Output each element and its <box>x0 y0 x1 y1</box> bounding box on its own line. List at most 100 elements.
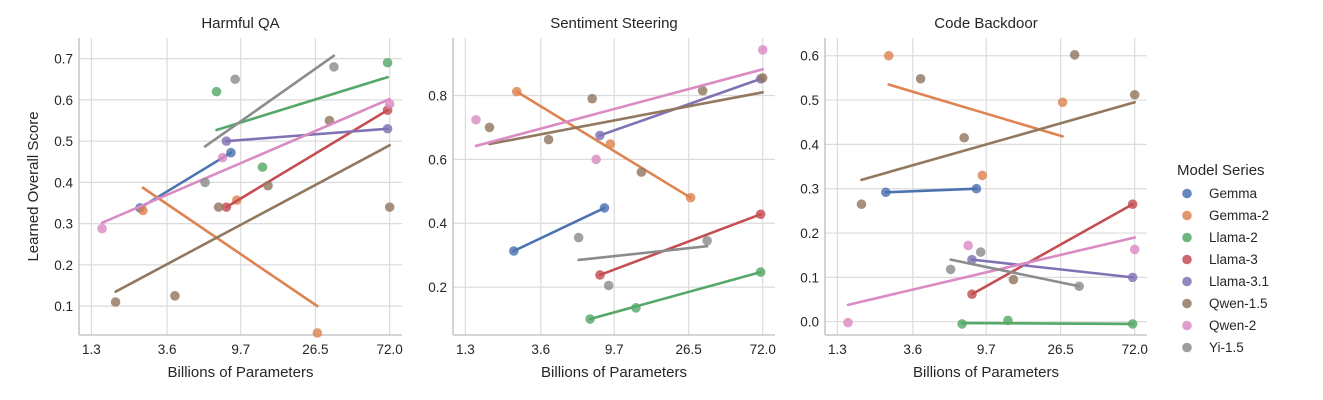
data-point <box>702 235 712 246</box>
data-point <box>1057 97 1068 108</box>
x-tick-label: 3.6 <box>903 342 922 357</box>
y-tick-label: 0.1 <box>54 299 73 314</box>
x-tick-label: 9.7 <box>231 342 250 357</box>
x-tick-label: 1.3 <box>456 342 475 357</box>
data-point <box>221 136 232 146</box>
regression-line <box>577 244 709 262</box>
series-gemma-2 <box>511 86 696 203</box>
data-point <box>226 147 236 158</box>
series-qwen-1-5 <box>484 73 768 177</box>
data-point <box>509 246 519 256</box>
series-qwen-2 <box>97 97 395 234</box>
y-tick-label: 0.4 <box>428 216 447 231</box>
legend-label: Qwen-1.5 <box>1209 296 1268 311</box>
data-point <box>1127 319 1138 329</box>
regression-line <box>970 202 1134 296</box>
series-llama-3 <box>595 209 766 280</box>
data-point <box>636 167 647 177</box>
series-llama-2 <box>957 315 1138 329</box>
data-point <box>138 205 148 216</box>
legend-entry: Gemma-2 <box>1182 208 1269 223</box>
data-point <box>573 232 584 243</box>
regression-line <box>141 186 319 308</box>
data-point <box>1127 272 1138 283</box>
legend-marker <box>1182 276 1192 287</box>
y-tick-label: 0.6 <box>428 152 447 167</box>
data-point <box>1008 274 1019 285</box>
x-tick-label: 1.3 <box>82 342 101 357</box>
panel-1: 1.3 3.6 9.7 26.5 72.0 0.1 0.2 0.3 0.4 0.5 0.6 0.7 Ha… <box>25 15 403 381</box>
y-tick-label: 0.4 <box>54 175 73 190</box>
data-point <box>963 240 973 251</box>
data-point <box>329 62 339 72</box>
y-tick-label: 0.1 <box>800 270 819 285</box>
data-point <box>230 74 240 85</box>
x-tick-label: 1.3 <box>828 342 847 357</box>
y-tick-label: 0.3 <box>800 182 819 197</box>
series-yi-1-5 <box>945 247 1084 292</box>
data-point <box>263 180 273 191</box>
legend-entry: Llama-2 <box>1182 230 1258 245</box>
x-tick-label: 9.7 <box>605 342 624 357</box>
regression-line <box>588 270 762 321</box>
y-tick-label: 0.7 <box>54 52 73 67</box>
legend-label: Llama-3.1 <box>1209 274 1269 289</box>
data-point <box>856 199 867 210</box>
regression-line <box>846 236 1137 307</box>
legend-entry: Qwen-1.5 <box>1182 296 1268 311</box>
data-point <box>471 114 481 125</box>
data-point <box>977 170 988 181</box>
legend-label: Llama-2 <box>1209 230 1258 245</box>
data-point <box>1129 89 1140 100</box>
panel-title: Code Backdoor <box>934 15 1037 32</box>
regression-line <box>215 75 389 132</box>
regression-line <box>488 90 765 146</box>
y-tick-label: 0.4 <box>800 137 819 152</box>
data-point <box>382 57 393 68</box>
data-point <box>883 50 894 61</box>
data-point <box>384 202 395 212</box>
y-tick-label: 0.6 <box>54 93 73 108</box>
regression-line <box>225 108 389 209</box>
regression-line <box>512 206 606 253</box>
legend: Model Series Gemma Gemma-2 Llama-2 Llama-3 Ll… <box>1177 162 1269 355</box>
data-point <box>757 73 768 83</box>
regression-line <box>884 187 978 194</box>
data-point <box>631 303 641 313</box>
data-point <box>591 154 601 165</box>
legend-entry: Llama-3.1 <box>1182 274 1269 289</box>
series-gemma-2 <box>138 186 323 338</box>
regression-line <box>949 258 1081 288</box>
legend-marker <box>1182 254 1192 265</box>
series-llama-2 <box>585 267 766 324</box>
y-tick-label: 0.3 <box>54 217 73 232</box>
data-point <box>211 86 222 97</box>
regression-line <box>970 258 1134 279</box>
regression-line <box>887 83 1064 138</box>
data-point <box>599 203 610 213</box>
data-point <box>685 192 696 203</box>
x-tick-label: 72.0 <box>377 342 403 357</box>
legend-label: Gemma <box>1209 186 1258 201</box>
x-tick-label: 72.0 <box>750 342 776 357</box>
legend-marker <box>1182 298 1192 309</box>
data-point <box>384 99 395 109</box>
legend-marker <box>1182 232 1192 243</box>
y-tick-label: 0.0 <box>800 315 819 330</box>
data-point <box>1127 199 1138 210</box>
data-point <box>957 319 967 329</box>
legend-label: Qwen-2 <box>1209 318 1256 333</box>
data-point <box>97 223 107 234</box>
regression-line <box>474 67 765 148</box>
y-tick-label: 0.2 <box>54 258 73 273</box>
series-qwen-1-5 <box>856 50 1140 285</box>
y-tick-label: 0.5 <box>54 134 73 149</box>
data-point <box>881 187 891 198</box>
regression-line <box>100 97 391 225</box>
data-point <box>312 328 323 338</box>
y-tick-label: 0.2 <box>428 280 447 295</box>
regression-line <box>515 90 692 199</box>
series-llama-3 <box>967 199 1138 300</box>
data-point <box>595 130 605 141</box>
